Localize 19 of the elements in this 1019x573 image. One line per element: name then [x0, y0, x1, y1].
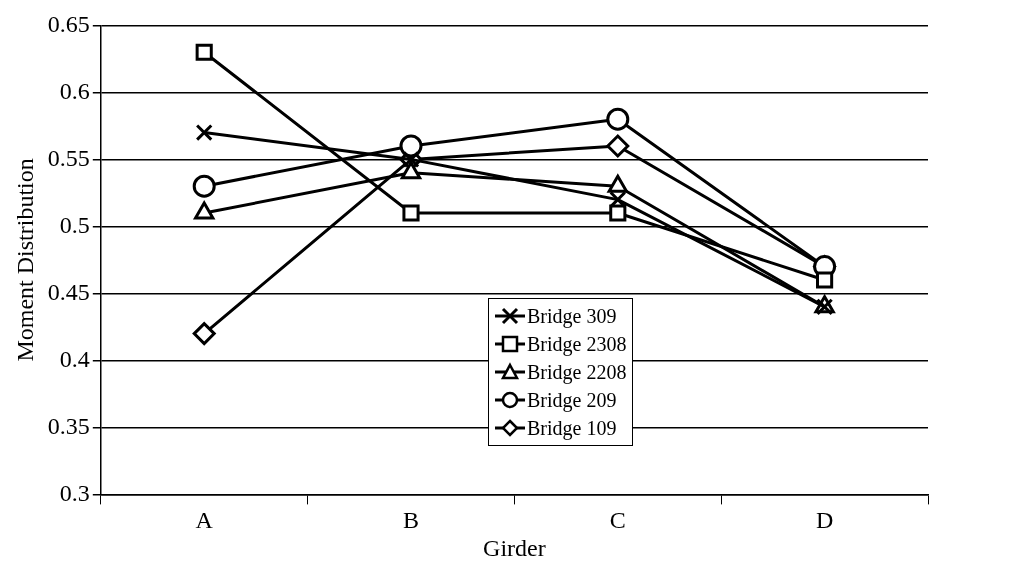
- y-tick-label: 0.3: [59, 479, 90, 506]
- legend-label: Bridge 209: [527, 388, 617, 412]
- legend-label: Bridge 2308: [527, 332, 627, 356]
- x-tick-label: D: [815, 507, 834, 534]
- y-tick-label: 0.5: [59, 211, 90, 238]
- legend-label: Bridge 109: [527, 416, 617, 440]
- y-tick-label: 0.45: [47, 278, 90, 305]
- y-tick-label: 0.35: [47, 412, 90, 439]
- y-tick-label: 0.55: [47, 144, 90, 171]
- x-tick-label: C: [609, 507, 626, 534]
- y-tick-label: 0.65: [47, 10, 90, 37]
- y-tick-label: 0.6: [59, 77, 90, 104]
- x-tick-label: A: [195, 507, 214, 534]
- y-tick-label: 0.4: [59, 345, 90, 372]
- x-tick-label: B: [402, 507, 420, 534]
- legend-label: Bridge 2208: [527, 360, 627, 384]
- y-axis-title: Moment Distribution: [11, 158, 38, 362]
- legend-label: Bridge 309: [527, 304, 617, 328]
- x-axis-title: Girder: [483, 534, 546, 561]
